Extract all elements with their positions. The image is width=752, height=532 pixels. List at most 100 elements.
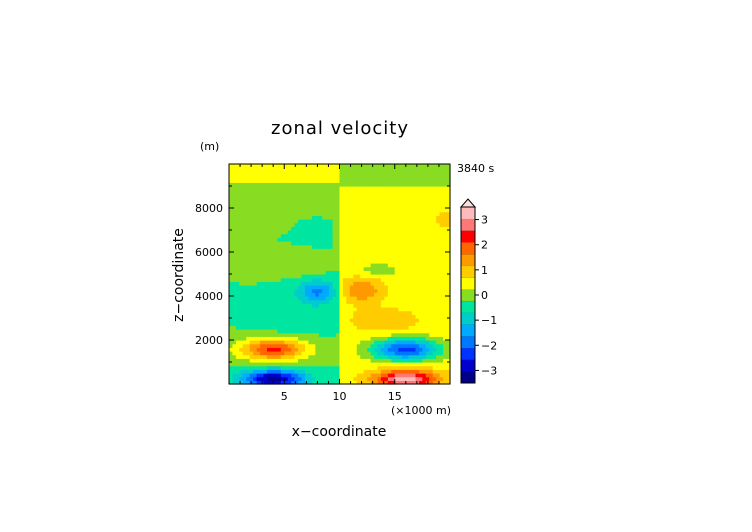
heatmap-cell — [349, 171, 354, 176]
heatmap-cell — [367, 318, 372, 323]
heatmap-cell — [284, 299, 289, 304]
heatmap-cell — [418, 178, 423, 183]
heatmap-cell — [273, 299, 278, 304]
heatmap-cell — [332, 296, 337, 301]
heatmap-cell — [418, 369, 423, 374]
heatmap-cell — [229, 310, 234, 315]
heatmap-cell — [235, 171, 240, 176]
heatmap-cell — [260, 325, 265, 330]
heatmap-cell — [339, 211, 344, 216]
heatmap-cell — [277, 292, 282, 297]
heatmap-cell — [387, 219, 392, 224]
heatmap-cell — [398, 270, 403, 275]
heatmap-cell — [439, 219, 444, 224]
heatmap-cell — [436, 197, 441, 202]
heatmap-cell — [339, 347, 344, 352]
heatmap-cell — [280, 230, 285, 235]
heatmap-cell — [432, 255, 437, 260]
heatmap-cell — [280, 263, 285, 268]
heatmap-cell — [387, 175, 392, 180]
heatmap-cell — [367, 340, 372, 345]
heatmap-cell — [235, 259, 240, 264]
heatmap-cell — [318, 362, 323, 367]
heatmap-cell — [301, 164, 306, 169]
heatmap-cell — [353, 178, 358, 183]
heatmap-cell — [260, 178, 265, 183]
heatmap-cell — [394, 376, 399, 381]
heatmap-cell — [374, 197, 379, 202]
heatmap-cell — [304, 321, 310, 326]
heatmap-cell — [304, 329, 310, 334]
heatmap-cell — [291, 255, 296, 260]
heatmap-cell — [325, 167, 330, 172]
heatmap-cell — [266, 362, 272, 367]
heatmap-cell — [266, 164, 272, 169]
heatmap-cell — [408, 354, 413, 359]
heatmap-cell — [329, 292, 334, 297]
heatmap-cell — [429, 175, 434, 180]
heatmap-cell — [415, 171, 420, 176]
heatmap-cell — [298, 336, 303, 341]
heatmap-cell — [356, 310, 361, 315]
heatmap-cell — [253, 208, 258, 213]
heatmap-cell — [391, 310, 396, 315]
heatmap-cell — [377, 274, 382, 279]
heatmap-cell — [336, 222, 341, 227]
heatmap-cell — [294, 182, 299, 187]
heatmap-cell — [322, 263, 327, 268]
heatmap-cell — [412, 186, 417, 191]
heatmap-cell — [384, 164, 389, 169]
heatmap-cell — [304, 230, 310, 235]
heatmap-cell — [304, 351, 310, 356]
heatmap-cell — [298, 263, 303, 268]
heatmap-cell — [318, 244, 323, 249]
heatmap-cell — [412, 299, 417, 304]
heatmap-cell — [429, 186, 434, 191]
heatmap-cell — [394, 204, 399, 209]
heatmap-cell — [294, 193, 299, 198]
heatmap-cell — [353, 222, 358, 227]
heatmap-cell — [284, 167, 289, 172]
heatmap-cell — [242, 241, 247, 246]
heatmap-cell — [415, 281, 420, 286]
heatmap-cell — [408, 241, 413, 246]
heatmap-cell — [429, 211, 434, 216]
heatmap-cell — [260, 347, 265, 352]
heatmap-cell — [229, 292, 234, 297]
heatmap-cell — [360, 237, 365, 242]
heatmap-cell — [422, 299, 427, 304]
heatmap-cell — [387, 226, 392, 231]
heatmap-cell — [387, 358, 392, 363]
heatmap-cell — [401, 303, 406, 308]
heatmap-cell — [432, 373, 437, 378]
heatmap-cell — [273, 274, 278, 279]
heatmap-cell — [242, 274, 247, 279]
heatmap-cell — [384, 197, 389, 202]
heatmap-cell — [242, 336, 247, 341]
heatmap-cell — [253, 175, 258, 180]
heatmap-cell — [284, 171, 289, 176]
heatmap-cell — [304, 285, 310, 290]
heatmap-cell — [336, 318, 341, 323]
heatmap-cell — [273, 288, 278, 293]
heatmap-cell — [349, 164, 354, 169]
heatmap-cell — [422, 358, 427, 363]
heatmap-cell — [256, 318, 261, 323]
heatmap-cell — [394, 307, 399, 312]
heatmap-cell — [384, 226, 389, 231]
heatmap-cell — [387, 296, 392, 301]
colorbar-extend-arrow — [459, 198, 477, 208]
heatmap-cell — [249, 182, 254, 187]
heatmap-cell — [339, 259, 344, 264]
heatmap-cell — [249, 329, 254, 334]
heatmap-cell — [263, 200, 268, 205]
heatmap-cell — [436, 241, 441, 246]
heatmap-cell — [377, 211, 382, 216]
heatmap-cell — [342, 369, 347, 374]
heatmap-cell — [398, 325, 403, 330]
heatmap-cell — [260, 204, 265, 209]
heatmap-cell — [232, 241, 237, 246]
heatmap-cell — [391, 167, 396, 172]
heatmap-cell — [280, 343, 285, 348]
heatmap-cell — [380, 233, 385, 238]
